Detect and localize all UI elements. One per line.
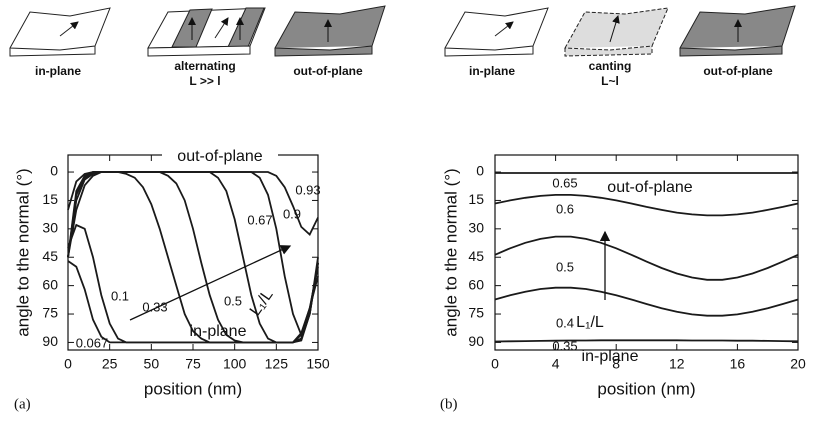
series-label: 0.93 (295, 182, 320, 197)
x-tick-label: 75 (185, 356, 201, 372)
y-tick-label: 45 (468, 248, 484, 264)
y-axis-title: angle to the normal (°) (13, 168, 32, 336)
series-label: 0.4 (556, 315, 574, 330)
y-tick-label: 75 (42, 305, 58, 321)
y-tick-label: 60 (42, 276, 58, 292)
x-tick-label: 12 (669, 356, 685, 372)
slab (9, 7, 111, 57)
arrow (59, 21, 79, 37)
arrow (214, 17, 229, 39)
y-tick-label: 0 (50, 163, 58, 179)
label-bg (162, 148, 278, 166)
series-line (494, 286, 799, 317)
y-axis-title: angle to the normal (°) (441, 168, 460, 336)
panel-label: (b) (440, 396, 458, 412)
series-label: 0.067 (76, 335, 109, 350)
series-line (67, 171, 319, 236)
plot-frame (494, 154, 799, 351)
x-tick-label: 4 (552, 356, 560, 372)
x-axis-title: position (nm) (597, 379, 695, 398)
y-tick-label: 30 (468, 220, 484, 236)
label: in-plane (35, 64, 81, 78)
y-tick-label: 15 (42, 191, 58, 207)
x-tick-label: 8 (612, 356, 620, 372)
y-tick-label: 90 (42, 333, 58, 349)
x-tick-label: 150 (306, 356, 330, 372)
slab (274, 5, 386, 57)
label: out-of-plane (703, 64, 773, 78)
series-label: 0.67 (247, 212, 272, 227)
x-axis-title: position (nm) (144, 379, 242, 398)
series-label: 0.65 (552, 175, 577, 190)
x-tick-label: 50 (144, 356, 160, 372)
series-line (494, 194, 799, 217)
annotation: in-plane (582, 348, 639, 365)
x-tick-label: 16 (730, 356, 746, 372)
slab (444, 7, 549, 57)
y-tick-label: 30 (42, 220, 58, 236)
arrow (129, 245, 292, 321)
annotation: out-of-plane (177, 148, 262, 165)
x-tick-label: 0 (64, 356, 72, 372)
series-label: 0.5 (224, 293, 242, 308)
label: in-plane (469, 64, 515, 78)
slab (564, 7, 669, 57)
series-line (494, 339, 799, 343)
label: alternating (174, 59, 235, 73)
x-tick-label: 125 (265, 356, 289, 372)
annotation: in-plane (190, 323, 247, 340)
x-tick-label: 20 (790, 356, 806, 372)
y-tick-label: 45 (42, 248, 58, 264)
annotation: out-of-plane (607, 179, 692, 196)
series-label: 0.6 (556, 201, 574, 216)
arrow (609, 15, 620, 43)
x-tick-label: 0 (491, 356, 499, 372)
y-tick-label: 90 (468, 333, 484, 349)
label: L >> l (189, 74, 220, 88)
series-label: 0.35 (552, 338, 577, 353)
series-label: 0.1 (111, 288, 129, 303)
arrow (494, 21, 514, 37)
y-tick-label: 75 (468, 305, 484, 321)
label: out-of-plane (293, 64, 363, 78)
series-line (494, 235, 799, 281)
annotation: L₁/L (576, 314, 604, 331)
slab (147, 45, 251, 57)
y-tick-label: 15 (468, 191, 484, 207)
series-label: 0.5 (556, 259, 574, 274)
panel-label: (a) (14, 396, 31, 412)
x-tick-label: 100 (223, 356, 247, 372)
label: canting (589, 59, 632, 73)
schematics: in-plane alternating L >> l out-of-plane… (9, 5, 796, 88)
series-label: 0.9 (283, 206, 301, 221)
y-tick-label: 0 (476, 163, 484, 179)
x-tick-label: 25 (102, 356, 118, 372)
y-tick-label: 60 (468, 276, 484, 292)
label: L~l (601, 74, 619, 88)
